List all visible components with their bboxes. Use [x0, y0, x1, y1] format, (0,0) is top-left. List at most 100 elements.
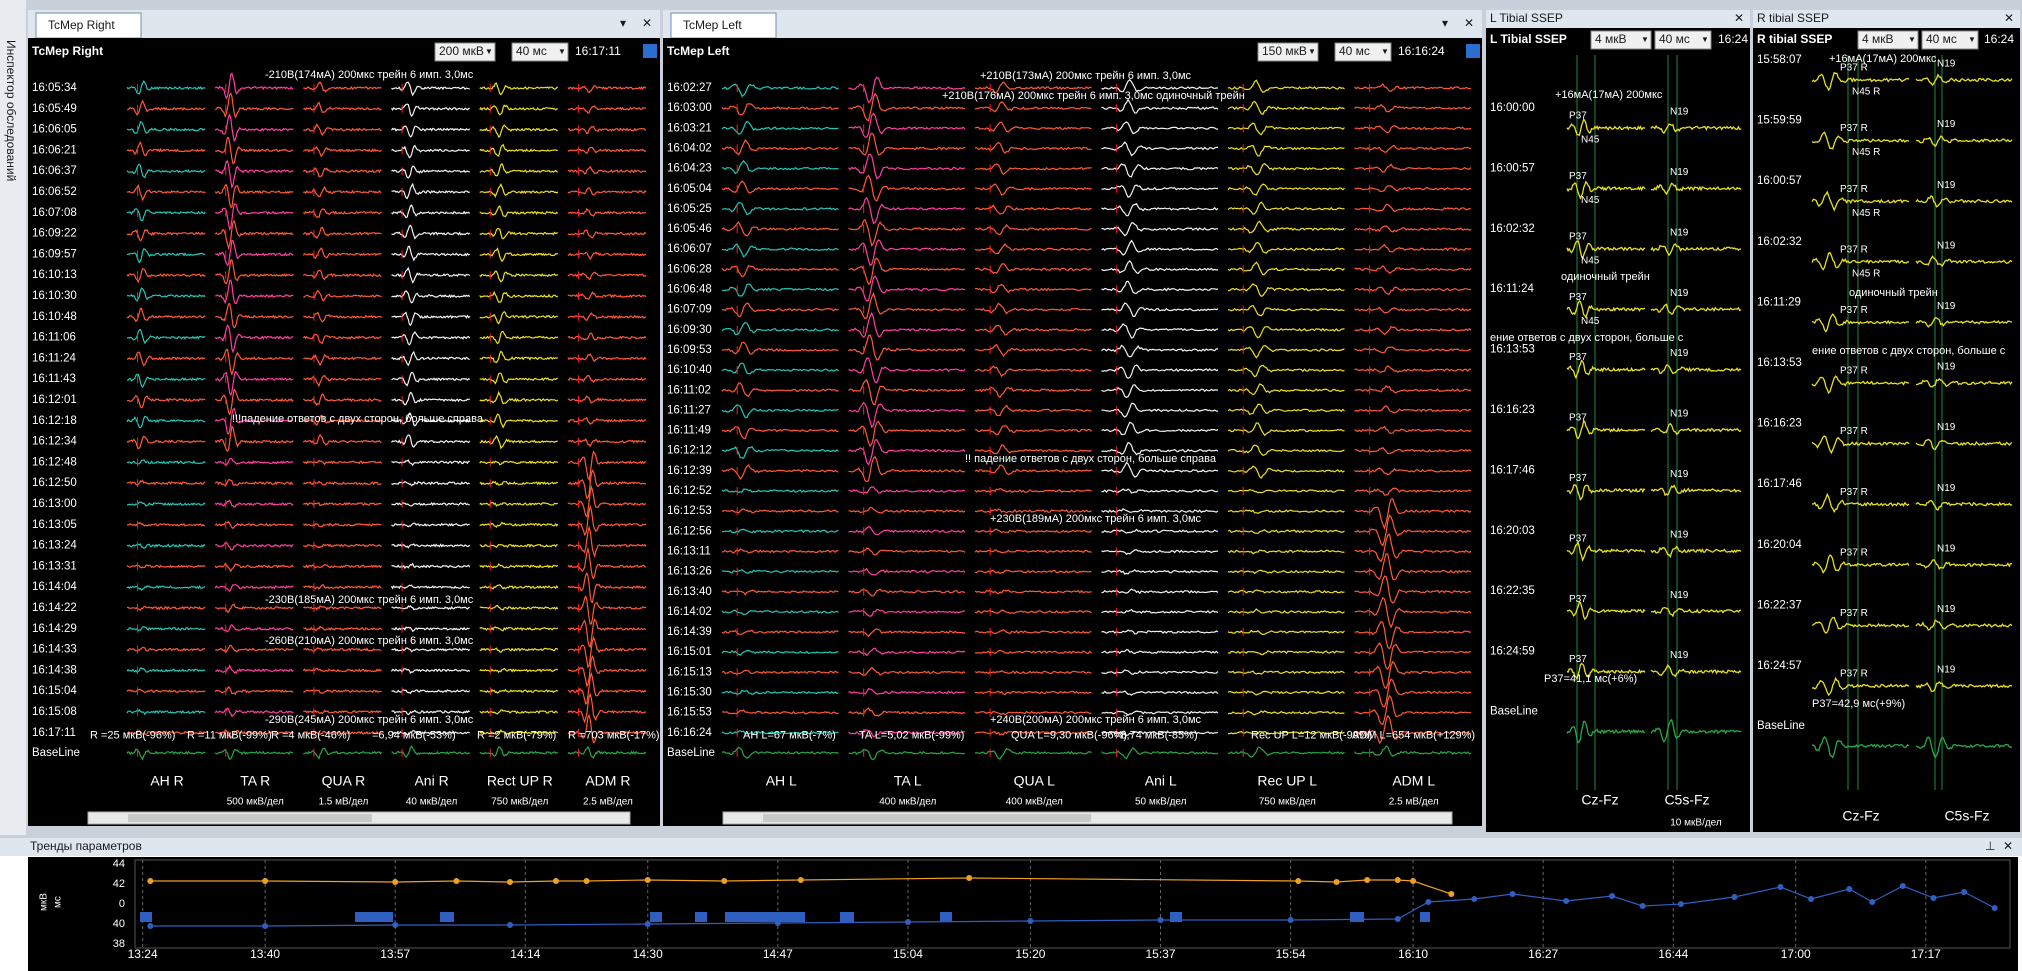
annotation: +210В(176мА) 200мкс трейн 6 имп. 3,0мс о… [942, 90, 1245, 102]
trace [848, 647, 966, 657]
dropdown-value[interactable]: 40 мс [516, 44, 547, 58]
trace [302, 333, 382, 345]
trace [1101, 302, 1219, 317]
peak-label: P37 R [1840, 547, 1868, 558]
tab[interactable] [670, 12, 777, 39]
trend-point [644, 877, 651, 883]
dropdown[interactable] [1921, 30, 1979, 50]
trace [1650, 243, 1741, 257]
save-icon[interactable] [1466, 44, 1480, 58]
menu-icon[interactable]: ▾ [1442, 16, 1448, 30]
trace [1354, 425, 1472, 434]
trace [1227, 629, 1345, 636]
panel-header: TcMep Right [32, 44, 103, 58]
dropdown-arrow[interactable]: ▼ [1641, 35, 1649, 44]
trace [391, 144, 470, 159]
trace [215, 348, 294, 376]
peak-label: N19 [1937, 301, 1956, 312]
trace [391, 182, 470, 200]
annotation: одиночный трейн [1849, 287, 1938, 299]
dropdown-value[interactable]: 40 мс [1339, 44, 1370, 58]
scale-label: 2.5 мВ/дел [583, 797, 633, 808]
event-block [1170, 912, 1182, 922]
trace [848, 439, 966, 466]
dropdown-arrow[interactable]: ▼ [1701, 35, 1709, 44]
trace [479, 709, 558, 715]
dropdown[interactable] [1590, 30, 1652, 50]
dropdown-value[interactable]: 4 мкВ [1595, 32, 1627, 46]
row-time-label: 16:00:57 [1757, 175, 1802, 187]
trace [1101, 184, 1219, 198]
trace [1227, 304, 1345, 317]
trace [567, 546, 647, 580]
channel-label: ADM R [585, 773, 630, 789]
dropdown-value[interactable]: 4 мкВ [1862, 32, 1894, 46]
dropdown-value[interactable]: 200 мкВ [439, 44, 484, 58]
dropdown-value[interactable]: 150 мкВ [1262, 44, 1307, 58]
trace [479, 350, 558, 364]
dropdown-arrow[interactable]: ▼ [1308, 47, 1316, 56]
sidebar-label[interactable]: Инспектор обследований [4, 40, 18, 181]
trace [1354, 243, 1472, 253]
sidebar-strip [0, 0, 26, 835]
trace [1227, 122, 1345, 136]
dropdown-value[interactable]: 40 мс [1926, 32, 1957, 46]
dropdown[interactable] [1857, 30, 1919, 50]
trace [479, 626, 559, 632]
trace [848, 628, 966, 638]
dropdown[interactable] [1654, 30, 1712, 50]
tab[interactable] [35, 12, 142, 39]
pin-icon[interactable]: ⊥ [1985, 839, 1995, 853]
close-icon[interactable]: ✕ [1464, 16, 1474, 30]
row-time-label: 16:12:18 [32, 415, 77, 427]
trace [1101, 323, 1219, 339]
trace [1101, 364, 1219, 380]
dropdown-value[interactable]: 40 мс [1659, 32, 1690, 46]
dropdown-arrow[interactable]: ▼ [1381, 47, 1389, 56]
trace [1101, 461, 1219, 478]
row-time-label: 16:13:53 [1757, 357, 1802, 369]
save-icon[interactable] [643, 44, 657, 58]
trace [1811, 736, 1910, 759]
dropdown-arrow[interactable]: ▼ [1908, 35, 1916, 44]
trace [1566, 359, 1646, 380]
trend-point [392, 922, 399, 928]
trace [302, 501, 382, 507]
trace [479, 521, 559, 529]
dropdown-arrow[interactable]: ▼ [558, 47, 566, 56]
trace [303, 311, 382, 323]
dropdown[interactable] [434, 42, 496, 62]
close-icon[interactable]: ✕ [642, 16, 652, 30]
close-icon[interactable]: ✕ [2004, 11, 2014, 25]
close-icon[interactable]: ✕ [2003, 839, 2013, 853]
stat-label: R =25 мкВ(-96%) [90, 730, 175, 742]
trace [126, 415, 206, 429]
close-icon[interactable]: ✕ [1734, 11, 1744, 25]
dropdown-arrow[interactable]: ▼ [485, 47, 493, 56]
event-block [440, 912, 454, 922]
row-time-label: 16:12:50 [32, 477, 77, 489]
trace [1101, 78, 1218, 93]
scroll-thumb[interactable] [763, 814, 1092, 822]
trace [214, 707, 294, 718]
trace [126, 542, 206, 549]
tab-title[interactable]: TcMep Left [683, 18, 742, 32]
dropdown-arrow[interactable]: ▼ [1968, 35, 1976, 44]
trace [302, 480, 382, 486]
menu-icon[interactable]: ▾ [620, 16, 626, 30]
trace [391, 204, 471, 219]
dropdown[interactable] [511, 42, 569, 62]
trace [214, 72, 294, 100]
trace [1354, 487, 1472, 496]
tab-title[interactable]: TcMep Right [48, 18, 115, 32]
trace [126, 688, 206, 694]
dropdown[interactable] [1257, 42, 1319, 62]
dropdown[interactable] [1334, 42, 1392, 62]
trend-point [1869, 899, 1876, 905]
annotation: !!!падение ответов с двух сторон, больше… [232, 413, 484, 425]
trace [567, 713, 647, 744]
panel-body [126, 72, 647, 761]
scroll-thumb[interactable] [128, 814, 372, 822]
trace [1227, 79, 1345, 94]
peak-label: N19 [1670, 590, 1689, 601]
